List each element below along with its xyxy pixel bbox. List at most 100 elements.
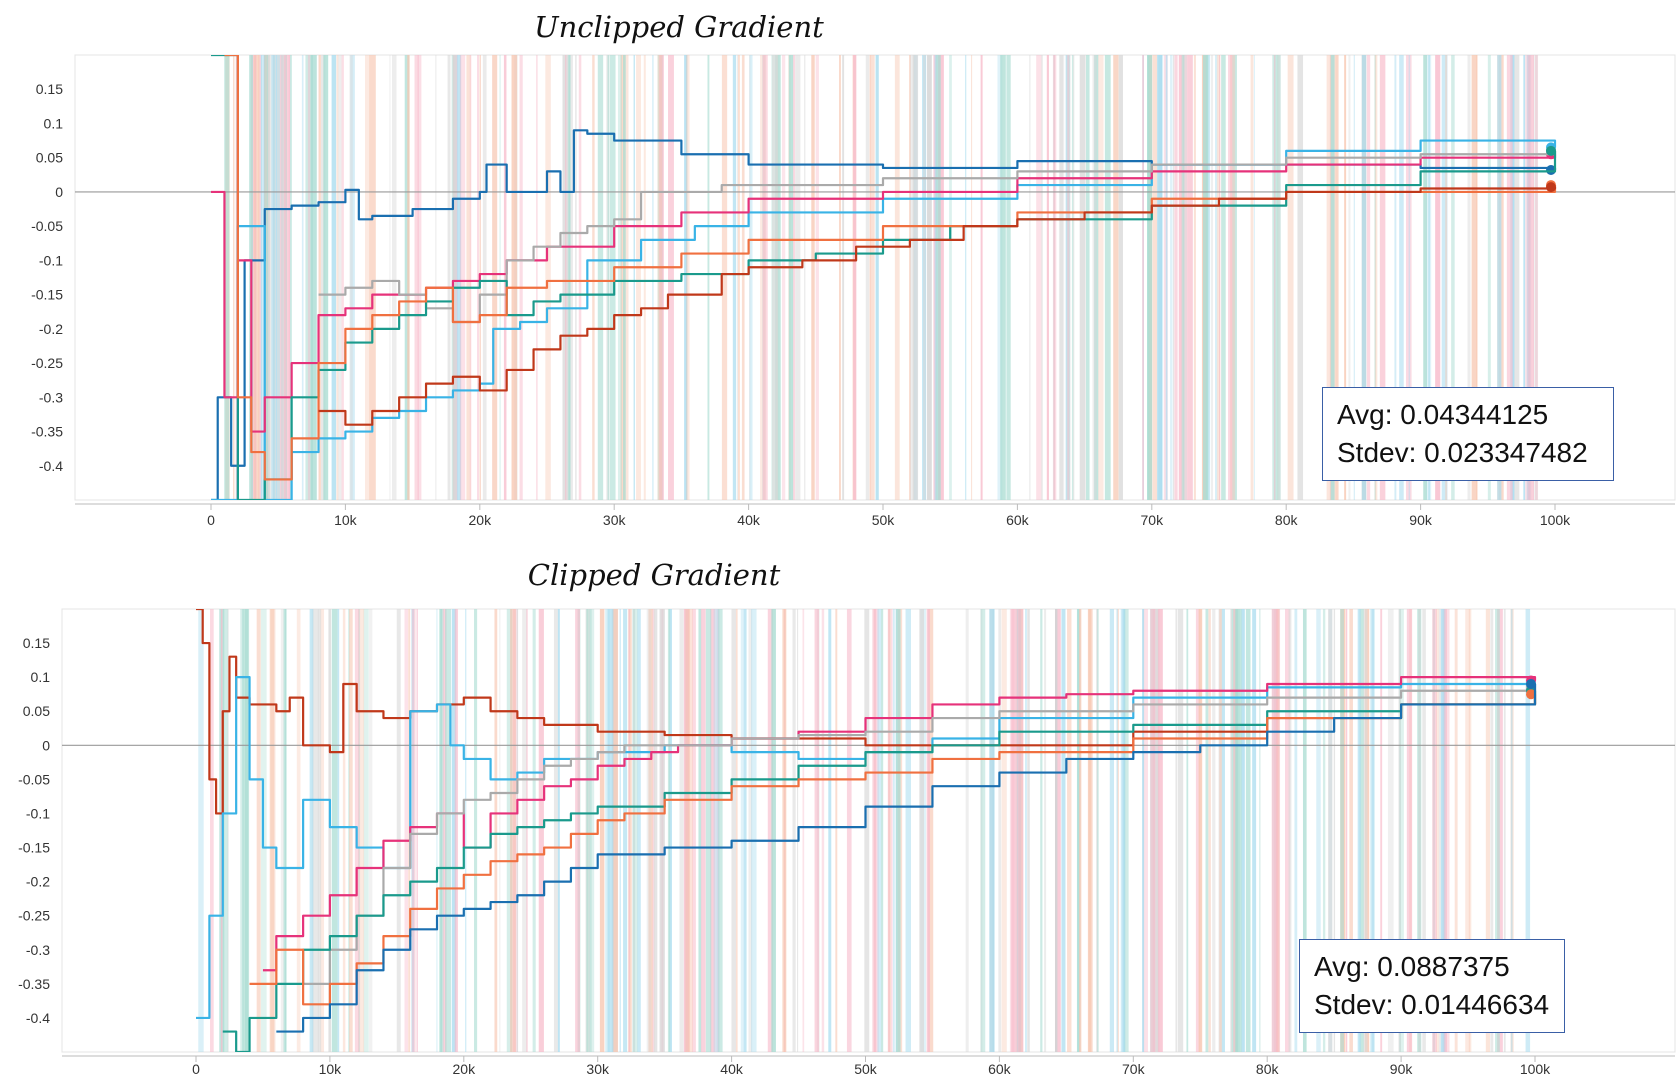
y-tick-label: -0.3 — [39, 389, 63, 405]
y-tick-label: -0.25 — [31, 355, 63, 371]
background-band — [1215, 55, 1218, 500]
background-band — [1357, 609, 1361, 1052]
background-band — [1379, 55, 1386, 500]
background-band — [259, 55, 262, 500]
background-band — [762, 55, 768, 500]
y-tick-label: -0.35 — [18, 976, 50, 992]
background-band — [349, 55, 353, 500]
series-line-1 — [211, 139, 1557, 500]
background-band — [1142, 609, 1145, 1052]
y-tick-label: 0.15 — [36, 81, 63, 97]
background-band — [1195, 609, 1201, 1052]
background-band — [877, 609, 882, 1052]
background-band — [404, 55, 410, 500]
background-band — [1147, 55, 1153, 500]
background-band — [258, 55, 260, 500]
y-tick-label: -0.35 — [31, 424, 63, 440]
background-band — [1441, 55, 1448, 500]
background-band — [652, 55, 654, 500]
background-band — [653, 609, 658, 1052]
background-band — [585, 609, 588, 1052]
background-band — [519, 55, 523, 500]
background-band — [743, 609, 747, 1052]
x-tick-label: 70k — [1141, 512, 1165, 528]
background-band — [718, 609, 723, 1052]
background-band — [1177, 609, 1184, 1052]
background-band — [264, 55, 268, 500]
background-band — [1374, 55, 1376, 500]
series-end-point — [1546, 145, 1556, 156]
background-band — [612, 609, 618, 1052]
background-band — [1523, 55, 1526, 500]
background-band — [875, 55, 879, 500]
background-band — [227, 609, 229, 1052]
background-band — [846, 609, 852, 1052]
background-band — [348, 609, 350, 1052]
background-band — [1274, 55, 1276, 500]
background-band — [1333, 609, 1336, 1052]
background-band — [260, 55, 263, 500]
x-tick-label: 0 — [192, 1061, 200, 1077]
background-band — [741, 55, 744, 500]
background-band — [280, 609, 284, 1052]
x-tick-label: 60k — [1006, 512, 1030, 528]
background-band — [636, 55, 641, 500]
background-band — [894, 55, 900, 500]
background-band — [522, 609, 527, 1052]
background-band — [652, 609, 655, 1052]
background-band — [281, 55, 287, 500]
background-band — [1288, 609, 1292, 1052]
x-tick-label: 80k — [1256, 1061, 1280, 1077]
background-band — [923, 55, 926, 500]
background-band — [1533, 55, 1539, 500]
background-band — [459, 55, 466, 500]
background-band — [499, 609, 501, 1052]
background-band — [1029, 55, 1031, 500]
background-band — [1044, 609, 1047, 1052]
background-band — [1428, 55, 1430, 500]
background-band — [804, 55, 806, 500]
background-band — [648, 609, 653, 1052]
background-band — [452, 55, 457, 500]
background-band — [1067, 55, 1070, 500]
background-band — [1328, 609, 1333, 1052]
background-band — [1252, 609, 1257, 1052]
background-band — [370, 55, 376, 500]
y-tick-label: 0 — [42, 737, 50, 753]
background-band — [707, 55, 710, 500]
background-band — [781, 55, 786, 500]
background-band — [637, 609, 641, 1052]
background-band — [1467, 55, 1471, 500]
background-band — [1259, 609, 1261, 1052]
background-band — [465, 609, 467, 1052]
background-band — [1387, 609, 1394, 1052]
background-band — [748, 609, 753, 1052]
background-bands — [198, 609, 1531, 1052]
background-band — [1022, 609, 1024, 1052]
unclipped-gradient-chart: 0 10k 20k 30k 40k 50k 60k 70k 80k 90k 100k 0.15 0.1 0… — [31, 54, 1676, 528]
background-band — [691, 609, 696, 1052]
background-band — [842, 55, 845, 500]
background-band — [1353, 55, 1355, 500]
background-band — [272, 55, 275, 500]
background-band — [568, 55, 571, 500]
background-band — [1398, 609, 1401, 1052]
background-band — [749, 55, 753, 500]
y-tick-label: -0.4 — [39, 458, 63, 474]
background-band — [592, 55, 595, 500]
background-band — [1181, 55, 1185, 500]
background-band — [802, 609, 805, 1052]
background-band — [1210, 55, 1214, 500]
background-band — [870, 55, 872, 500]
background-band — [1454, 609, 1458, 1052]
y-tick-label: -0.3 — [26, 942, 50, 958]
background-band — [318, 55, 321, 500]
background-band — [1423, 55, 1427, 500]
x-tick-label: 90k — [1390, 1061, 1414, 1077]
background-band — [1053, 55, 1056, 500]
background-band — [853, 55, 857, 500]
background-band — [1046, 55, 1049, 500]
background-band — [1158, 55, 1163, 500]
background-band — [321, 55, 326, 500]
background-band — [1006, 55, 1011, 500]
